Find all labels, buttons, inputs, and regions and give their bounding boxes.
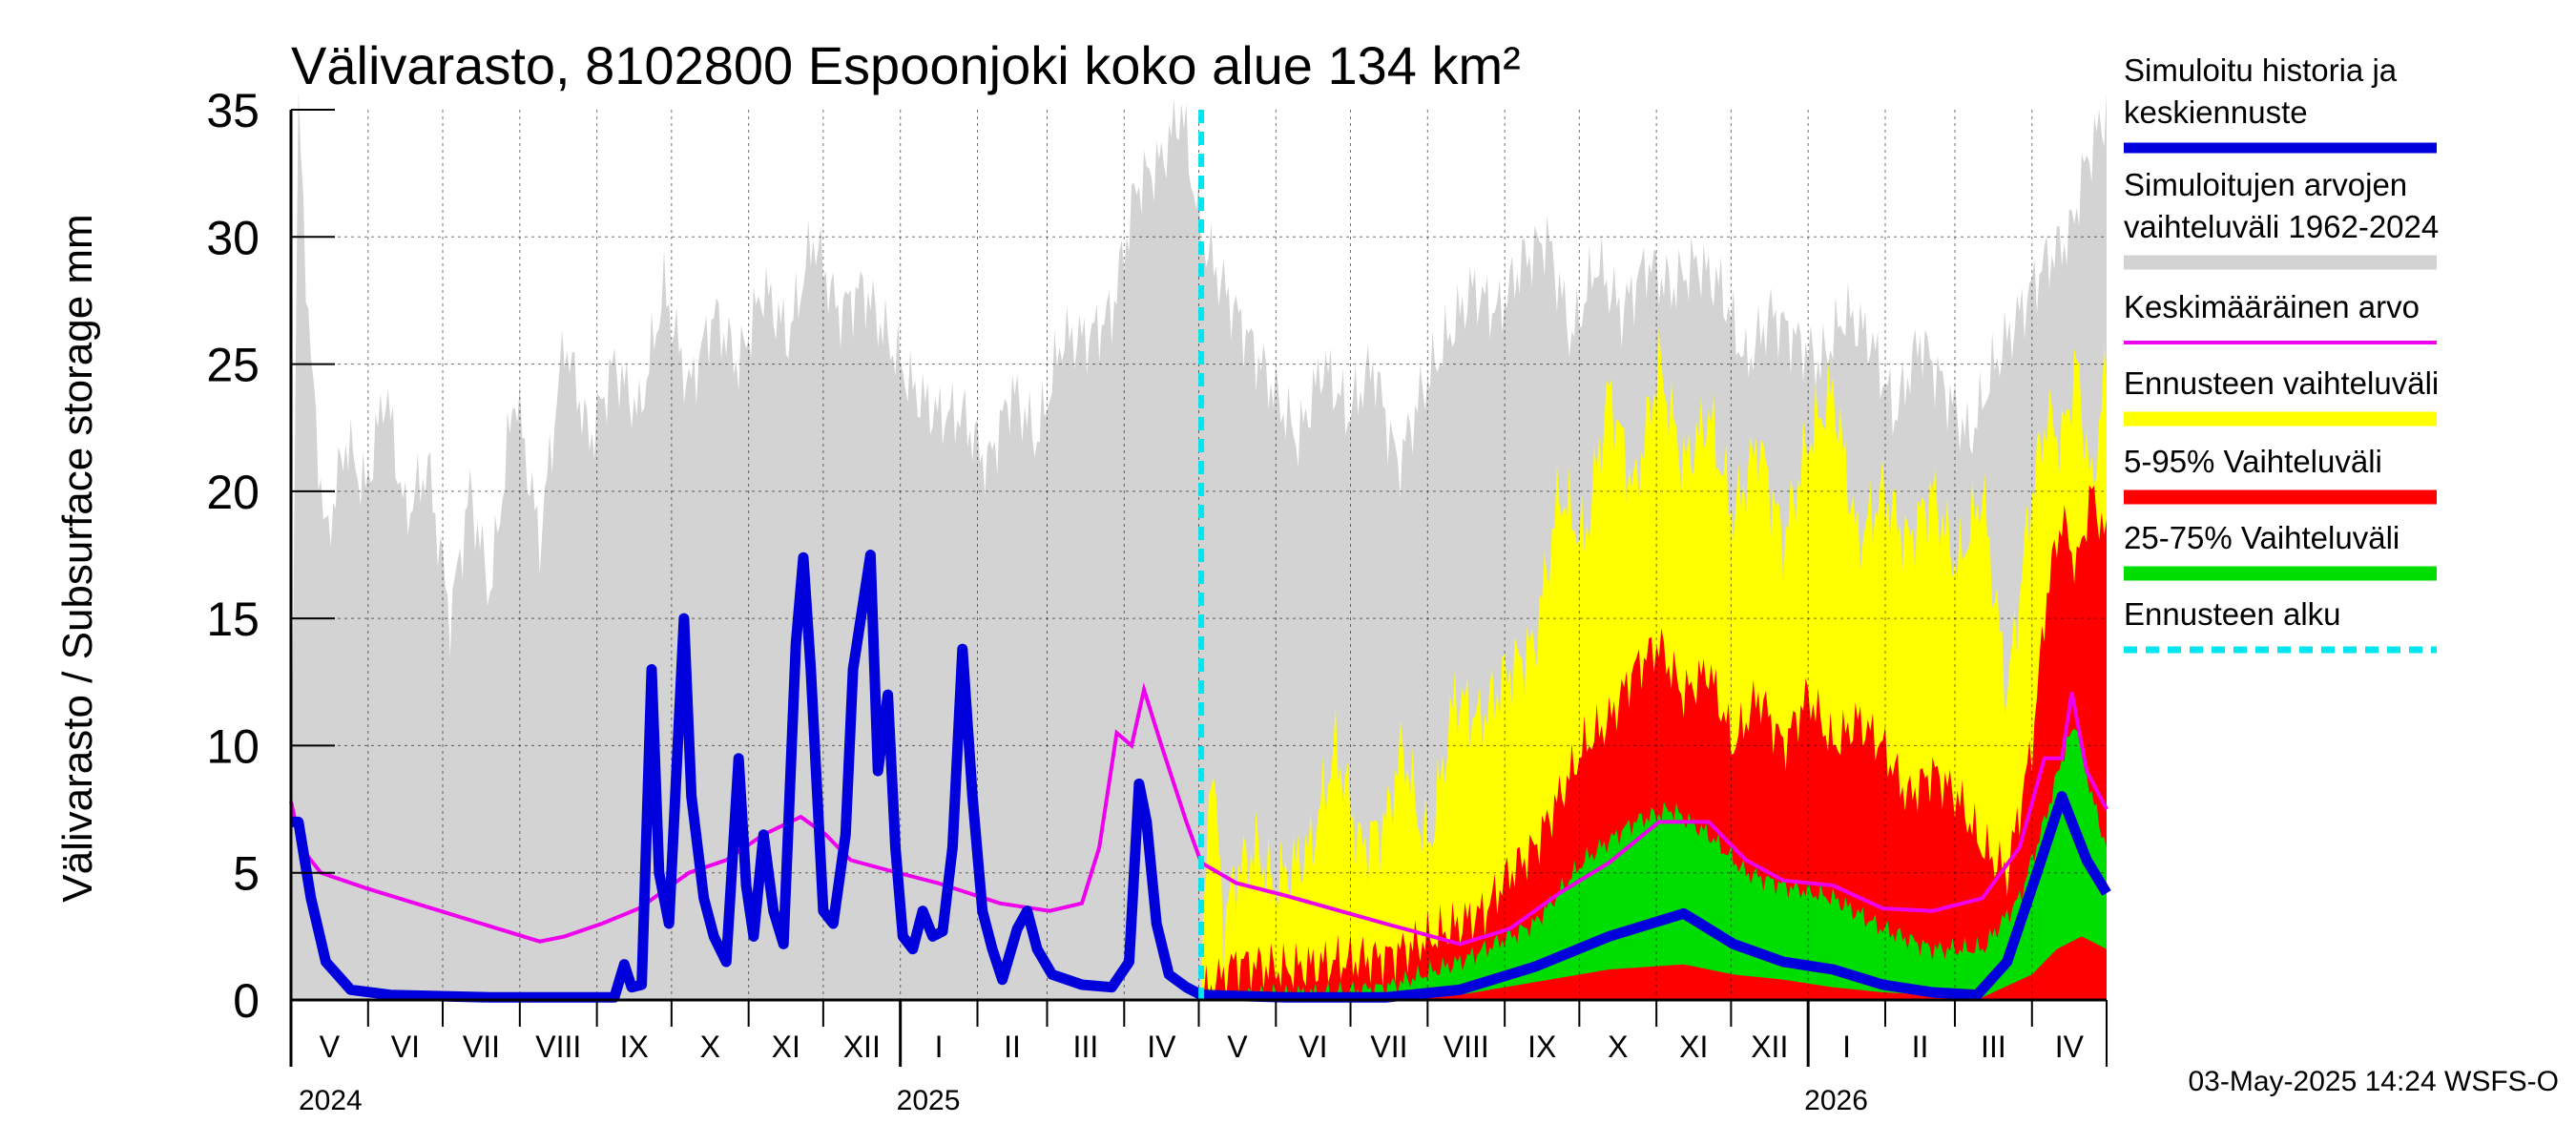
month-label: VIII <box>535 1030 581 1064</box>
legend-label: Ennusteen alku <box>2124 596 2341 632</box>
month-label: XII <box>1751 1030 1788 1064</box>
legend-label: 25-75% Vaihteluväli <box>2124 520 2399 555</box>
month-label: IX <box>1527 1030 1556 1064</box>
month-label: I <box>1842 1030 1851 1064</box>
band-25-75 <box>1201 724 2107 1000</box>
y-tick-label: 30 <box>206 211 260 264</box>
chart-title: Välivarasto, 8102800 Espoonjoki koko alu… <box>291 35 1521 95</box>
month-label: I <box>935 1030 944 1064</box>
month-label: IV <box>1147 1030 1176 1064</box>
month-label: IX <box>620 1030 649 1064</box>
simulated-history-line <box>291 550 2111 1003</box>
month-label: II <box>1912 1030 1929 1064</box>
month-label: VII <box>463 1030 500 1064</box>
legend-label: Ennusteen vaihteluväli <box>2124 365 2439 401</box>
month-label: V <box>1227 1030 1248 1064</box>
y-tick-label: 10 <box>206 719 260 773</box>
month-label: IV <box>2055 1030 2085 1064</box>
mean-line <box>289 682 2109 947</box>
year-label: 2026 <box>1804 1085 1868 1116</box>
legend-label: vaihteluväli 1962-2024 <box>2124 209 2439 244</box>
y-tick-label: 35 <box>206 84 260 137</box>
year-label: 2025 <box>897 1085 961 1116</box>
legend-label: 5-95% Vaihteluväli <box>2124 444 2382 479</box>
month-label: XI <box>772 1030 800 1064</box>
month-label: III <box>1073 1030 1099 1064</box>
timestamp-label: 03-May-2025 14:24 WSFS-O <box>2189 1066 2560 1097</box>
month-label: X <box>1608 1030 1628 1064</box>
y-tick-label: 15 <box>206 593 260 646</box>
year-label: 2024 <box>299 1085 363 1116</box>
month-label: XII <box>843 1030 881 1064</box>
y-tick-label: 25 <box>206 339 260 392</box>
y-tick-label: 20 <box>206 466 260 519</box>
legend-label: Simuloitu historia ja <box>2124 52 2398 88</box>
month-label: X <box>700 1030 720 1064</box>
legend-label: Simuloitujen arvojen <box>2124 167 2407 202</box>
y-axis-label: Välivarasto / Subsurface storage mm <box>54 214 101 902</box>
legend: Simuloitu historia ja keskiennuste Simuloi… <box>2124 52 2439 654</box>
month-label: VI <box>1298 1030 1327 1064</box>
y-tick-label: 5 <box>233 847 260 901</box>
month-label: II <box>1004 1030 1021 1064</box>
month-label: VIII <box>1444 1030 1489 1064</box>
month-label: VI <box>391 1030 420 1064</box>
month-label: III <box>1981 1030 2006 1064</box>
month-label: XI <box>1679 1030 1708 1064</box>
legend-label: keskiennuste <box>2124 94 2308 130</box>
month-label: VII <box>1370 1030 1407 1064</box>
band-5-95 <box>1201 485 2107 1000</box>
legend-label: Keskimääräinen arvo <box>2124 289 2420 324</box>
month-label: V <box>320 1030 341 1064</box>
y-tick-label: 0 <box>233 974 260 1028</box>
